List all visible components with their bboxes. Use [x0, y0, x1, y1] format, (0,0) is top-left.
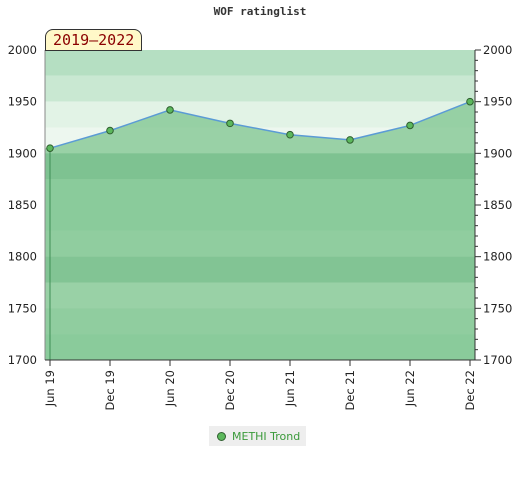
x-tick-label: Jun 22: [403, 370, 417, 407]
series-line-layer: [49, 100, 471, 149]
y-tick-label-left: 1700: [8, 353, 37, 367]
y-tick-label-right: 1850: [483, 198, 512, 212]
y-tick-label-right: 1900: [483, 146, 512, 160]
background-band: [45, 50, 475, 76]
y-tick-label-left: 1750: [8, 301, 37, 315]
y-tick-label-left: 1900: [8, 146, 37, 160]
legend[interactable]: METHI Trond: [209, 426, 307, 446]
area-stripe: [45, 256, 475, 283]
data-point: [106, 126, 114, 135]
area-stripe: [45, 153, 475, 180]
x-tick-label: Jun 21: [283, 370, 297, 407]
legend-label: METHI Trond: [232, 429, 301, 443]
period-badge: 2019–2022: [45, 29, 143, 51]
x-tick-label: Dec 19: [103, 370, 117, 411]
chart-title: WOF ratinglist: [213, 5, 307, 18]
background-band: [45, 75, 475, 102]
y-tick-label-right: 1700: [483, 353, 512, 367]
data-point: [46, 144, 54, 152]
legend-marker-icon: [217, 431, 226, 441]
background-band: [45, 101, 475, 128]
axes-layer: 1700 1700 1750 1750 1800 1800 1850 1850 1900 1900…: [8, 43, 513, 411]
series-line: [49, 100, 471, 149]
data-point: [466, 97, 474, 106]
data-point: [346, 136, 354, 144]
data-point: [406, 121, 414, 130]
y-tick-label-right: 1750: [483, 301, 512, 315]
x-tick-label: Dec 20: [223, 370, 237, 411]
x-tick-label: Jun 19: [43, 370, 57, 407]
area-fill-layer: [45, 101, 475, 361]
data-point: [286, 130, 294, 139]
data-point: [166, 106, 174, 114]
x-tick-label: Dec 22: [463, 370, 477, 411]
y-tick-label-left: 1950: [8, 95, 37, 109]
y-tick-label-left: 2000: [8, 43, 37, 57]
data-point: [226, 119, 234, 128]
y-tick-label-left: 1850: [8, 198, 37, 212]
y-tick-label-right: 2000: [483, 43, 512, 57]
y-tick-label-right: 1800: [483, 250, 512, 264]
y-tick-label-right: 1950: [483, 95, 512, 109]
area-fill: [45, 101, 475, 361]
x-tick-label: Jun 20: [163, 370, 177, 407]
x-tick-label: Dec 21: [343, 370, 357, 411]
y-tick-label-left: 1800: [8, 250, 37, 264]
data-points-layer: [46, 97, 474, 152]
